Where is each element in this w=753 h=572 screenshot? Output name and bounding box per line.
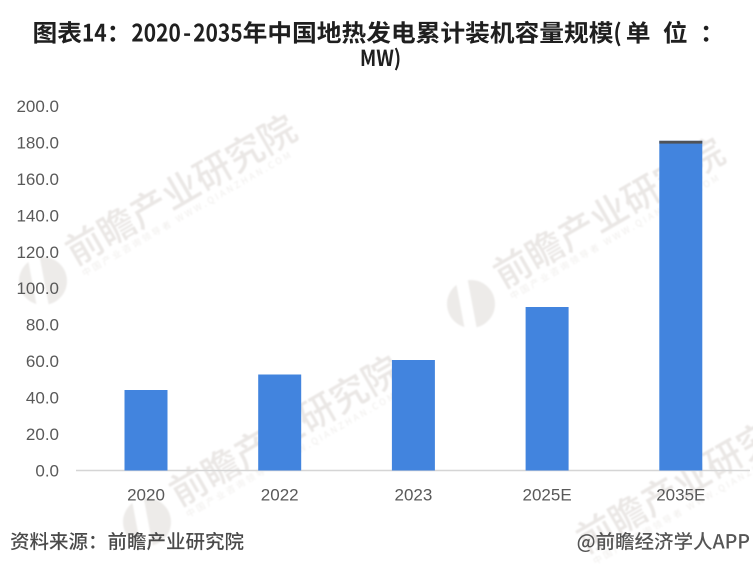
svg-text:120.0: 120.0	[16, 243, 59, 262]
svg-text:160.0: 160.0	[16, 170, 59, 189]
svg-text:60.0: 60.0	[26, 352, 59, 371]
svg-text:0.0: 0.0	[35, 461, 59, 480]
svg-text:140.0: 140.0	[16, 206, 59, 225]
svg-text:100.0: 100.0	[16, 279, 59, 298]
svg-text:20.0: 20.0	[26, 425, 59, 444]
svg-text:40.0: 40.0	[26, 389, 59, 408]
svg-text:180.0: 180.0	[16, 134, 59, 153]
svg-text:2023: 2023	[394, 486, 432, 505]
svg-text:2022: 2022	[261, 486, 299, 505]
svg-text:200.0: 200.0	[16, 97, 59, 116]
svg-text:80.0: 80.0	[26, 316, 59, 335]
svg-text:2025E: 2025E	[523, 486, 572, 505]
svg-text:2020: 2020	[127, 486, 165, 505]
svg-text:2035E: 2035E	[656, 486, 705, 505]
